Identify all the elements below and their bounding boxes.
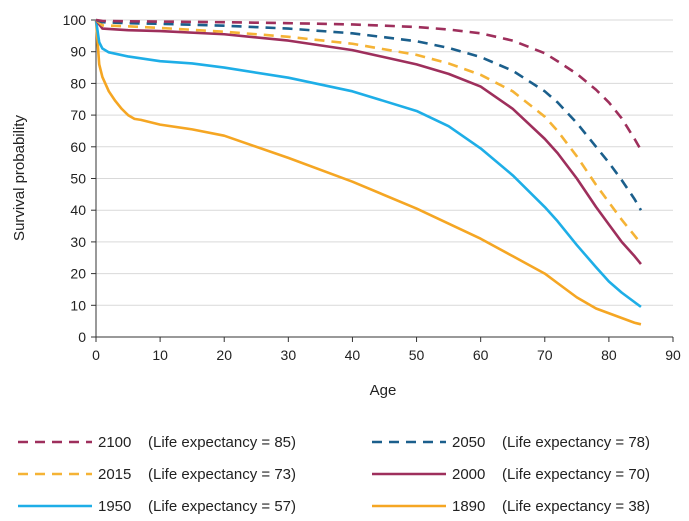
legend-year-1950: 1950 (98, 498, 131, 515)
y-tick-label: 40 (70, 202, 86, 218)
legend-year-2050: 2050 (452, 434, 485, 451)
legend-label-2015: (Life expectancy = 73) (148, 466, 296, 483)
y-tick-label: 80 (70, 75, 86, 91)
series-line-2000 (94, 19, 642, 265)
y-tick-label: 90 (70, 44, 86, 60)
series-line-1950 (94, 19, 642, 308)
series-line-1890 (94, 19, 642, 326)
y-tick-label: 70 (70, 107, 86, 123)
y-tick-label: 50 (70, 171, 86, 187)
x-tick-label: 30 (281, 347, 297, 363)
y-tick-label: 100 (63, 12, 87, 28)
x-tick-label: 40 (345, 347, 361, 363)
legend-label-1890: (Life expectancy = 38) (502, 498, 650, 515)
series-line-2100 (95, 18, 643, 151)
legend-label-2000: (Life expectancy = 70) (502, 466, 650, 483)
gridlines (96, 19, 673, 306)
y-tick-label: 60 (70, 139, 86, 155)
x-tick-label: 60 (473, 347, 489, 363)
legend-year-2100: 2100 (98, 434, 131, 451)
axes (91, 19, 674, 342)
legend: 2100 (Life expectancy = 85) 2050 (Life expe… (18, 434, 650, 515)
x-tick-label: 10 (152, 347, 168, 363)
x-tick-label: 50 (409, 347, 425, 363)
x-tick-label: 20 (216, 347, 232, 363)
x-axis-title: Age (370, 382, 397, 399)
y-tick-label: 20 (70, 266, 86, 282)
series-line-2015 (95, 19, 642, 245)
y-tick-labels: 0 10 20 30 40 50 60 70 80 90 100 (63, 12, 87, 345)
legend-label-1950: (Life expectancy = 57) (148, 498, 296, 515)
x-tick-label: 80 (601, 347, 617, 363)
legend-label-2100: (Life expectancy = 85) (148, 434, 296, 451)
legend-label-2050: (Life expectancy = 78) (502, 434, 650, 451)
x-tick-label: 0 (92, 347, 100, 363)
y-tick-label: 30 (70, 234, 86, 250)
x-tick-label: 90 (665, 347, 681, 363)
legend-year-2015: 2015 (98, 466, 131, 483)
x-tick-label: 70 (537, 347, 553, 363)
x-tick-labels: 0 10 20 30 40 50 60 70 80 90 (92, 347, 681, 363)
series-lines (94, 18, 643, 326)
y-tick-label: 0 (78, 329, 86, 345)
legend-year-1890: 1890 (452, 498, 485, 515)
y-axis-title: Survival probability (11, 115, 28, 241)
y-tick-label: 10 (70, 297, 86, 313)
legend-year-2000: 2000 (452, 466, 485, 483)
